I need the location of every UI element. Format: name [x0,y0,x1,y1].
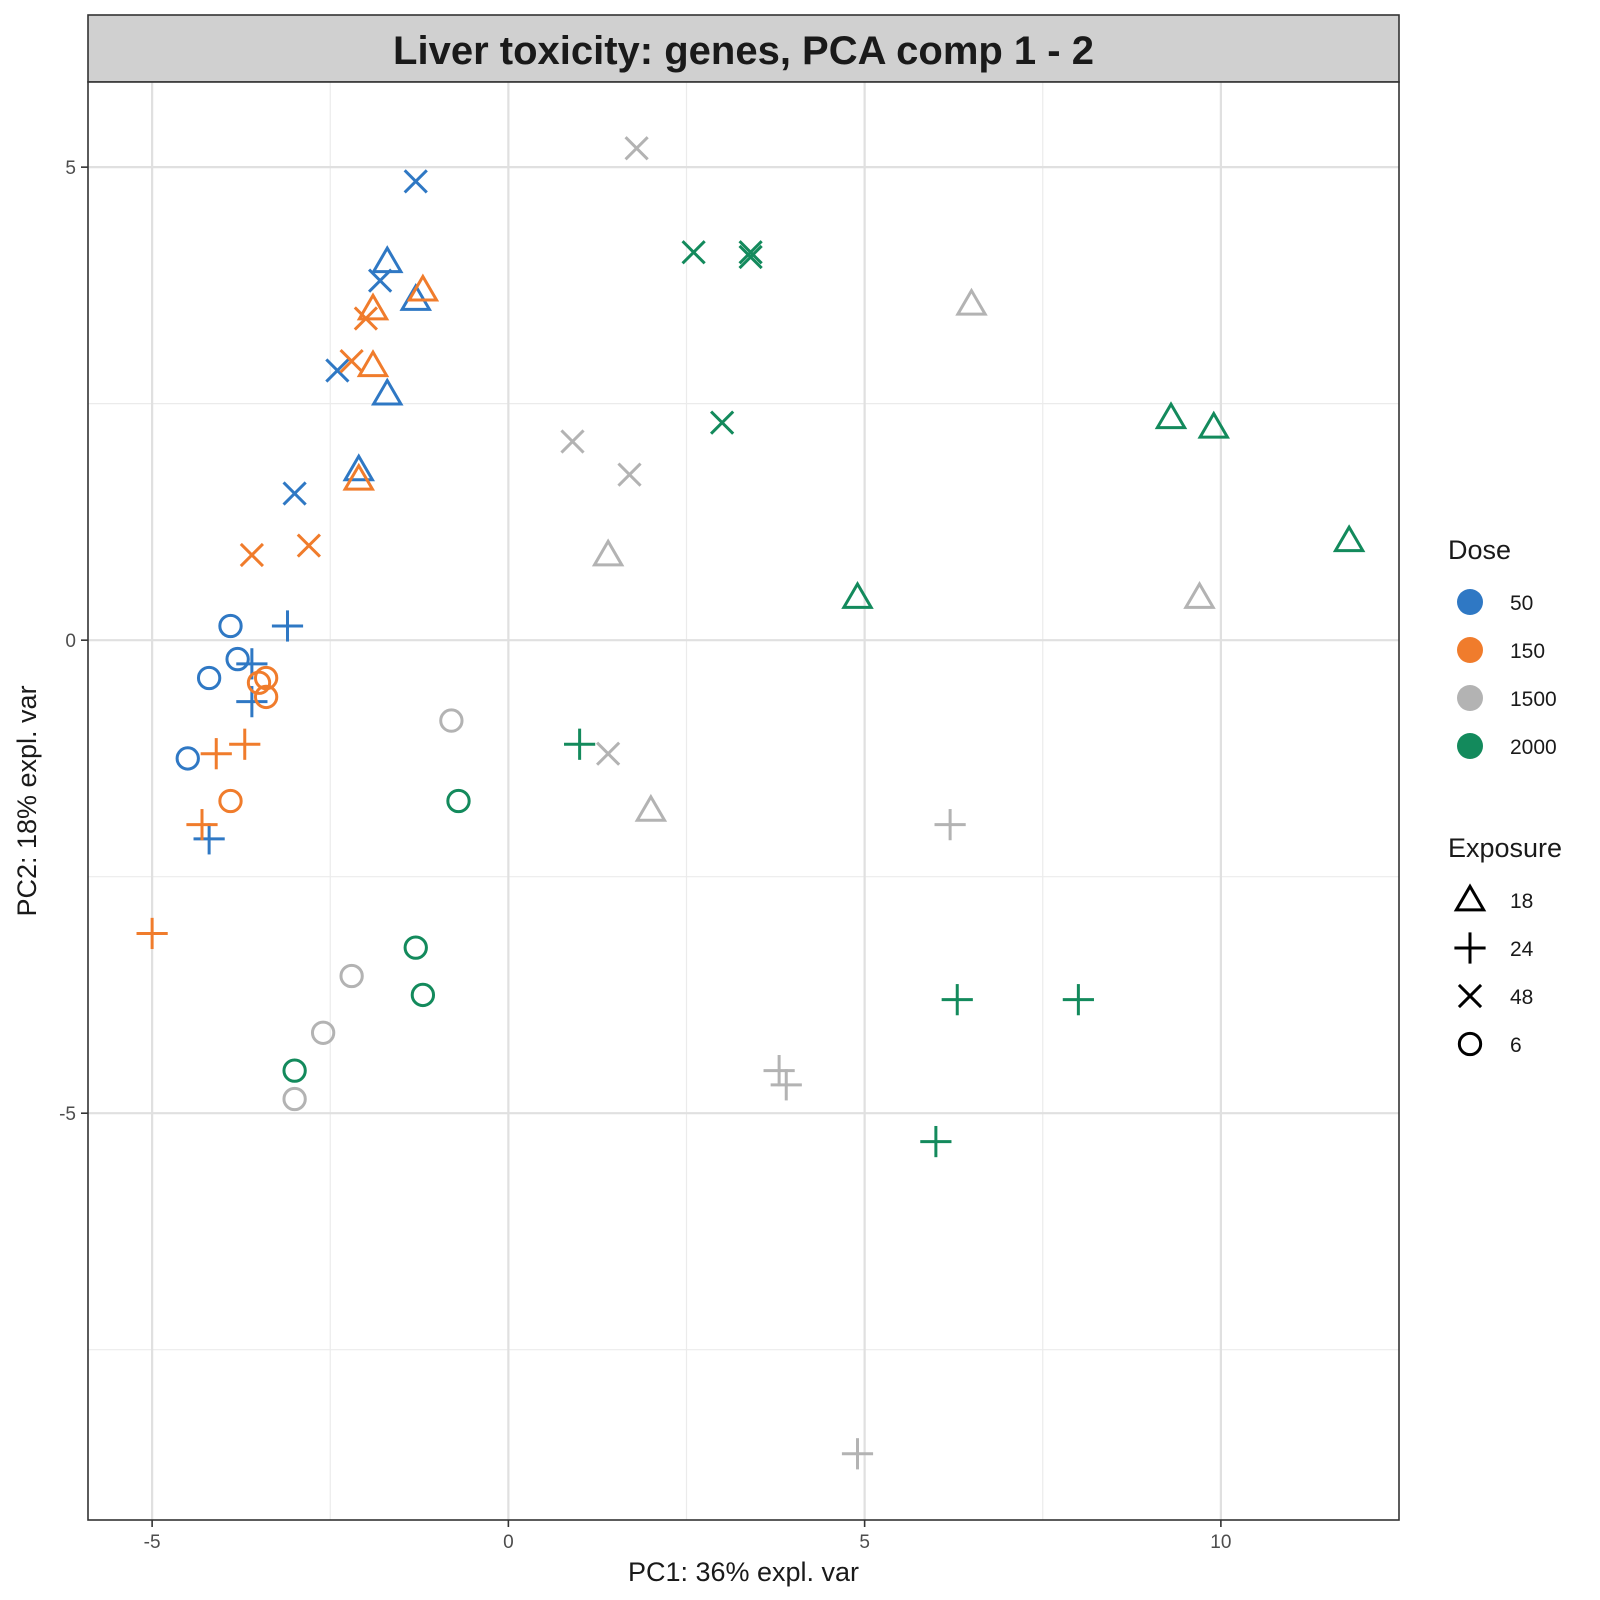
data-point-cross [296,533,321,558]
data-point-cross [560,429,585,454]
y-tick-label: 5 [65,158,76,179]
data-point-triangle [356,349,390,378]
data-point-cross [368,268,393,293]
exposure-legend-label: 48 [1510,986,1533,1009]
data-point-cross [624,136,649,161]
x-tick-label: -5 [144,1532,161,1553]
plot-panel [88,82,1399,1520]
data-point-circle [403,935,428,960]
y-axis: -5 0 5 [59,158,88,1125]
data-point-plus [193,823,225,855]
exposure-legend-label: 24 [1510,938,1534,961]
data-point-triangle [1183,580,1216,609]
data-point-circle [310,1020,336,1045]
data-point-plus [763,1055,795,1087]
dose-legend-label: 2000 [1510,736,1557,759]
exposure-legend-label: 6 [1510,1034,1522,1057]
data-point-circle [218,788,243,814]
data-point-cross [325,358,350,383]
y-tick-label: 0 [65,631,76,652]
x-axis: -5 0 5 10 [144,1520,1231,1553]
data-point-plus [941,984,973,1016]
data-point-cross [596,741,621,766]
data-point-circle [196,665,222,691]
data-point-cross [738,244,763,270]
data-point-triangle [955,287,988,316]
data-point-triangle [342,462,376,491]
data-point-cross [282,481,307,506]
major-gridlines [88,82,1399,1520]
dose-legend: Dose 50 150 1500 2000 [1448,535,1557,759]
dose-legend-key [1457,685,1483,711]
data-point-circle [225,646,250,672]
data-point-plus [841,1438,874,1470]
exposure-legend-label: 18 [1510,890,1533,913]
data-point-plus [136,917,168,950]
title-strip [87,14,1400,83]
dose-legend-label: 50 [1510,592,1533,615]
data-point-plus [1062,984,1094,1016]
data-point-triangle [1154,401,1188,430]
data-point-cross [353,306,378,331]
data-point-triangle [841,580,874,609]
data-point-plus [229,728,261,760]
data-point-triangle [591,538,625,567]
data-point-plus [271,610,304,642]
x-tick-label: 5 [859,1532,870,1553]
exposure-legend-key-circle [1457,1031,1483,1057]
data-point-triangle [634,793,668,822]
exposure-legend-title: Exposure [1448,833,1562,863]
data-point-circle [410,982,436,1008]
data-point-triangle [370,377,404,406]
x-axis-title: PC1: 36% expl. var [628,1557,859,1587]
data-point-circle [339,963,364,989]
data-point-cross [239,542,264,568]
data-point-circle [253,665,279,691]
x-tick-label: 10 [1210,1532,1231,1553]
data-points [136,136,1366,1470]
panel-border [87,81,1400,1521]
data-point-cross [738,240,763,265]
data-point-plus [186,809,218,841]
dose-legend-title: Dose [1448,535,1511,565]
data-point-circle [439,708,464,733]
data-point-triangle [1332,524,1366,553]
data-point-triangle [1197,410,1231,439]
data-point-plus [934,809,966,841]
data-point-circle [218,613,243,639]
data-point-plus [200,738,232,770]
y-axis-title: PC2: 18% expl. var [12,685,42,916]
x-tick-label: 0 [503,1532,514,1553]
dose-legend-label: 150 [1510,640,1545,663]
data-point-circle [446,788,471,814]
dose-legend-label: 1500 [1510,688,1557,711]
data-point-cross [617,462,642,487]
data-point-cross [339,348,364,374]
data-point-plus [564,728,596,760]
data-point-circle [253,684,279,710]
data-point-plus [920,1125,952,1158]
dose-legend-key [1457,637,1483,663]
exposure-legend-key-plus [1454,932,1486,964]
exposure-legend-key-triangle [1453,883,1487,912]
data-point-triangle [406,273,440,302]
dose-legend-key [1457,733,1483,759]
dose-legend-key [1457,589,1483,615]
data-point-triangle [356,292,390,321]
exposure-legend-key-cross [1457,983,1483,1009]
minor-gridlines [88,82,1399,1520]
data-point-cross [710,410,735,435]
data-point-cross [403,169,428,194]
chart-title: Liver toxicity: genes, PCA comp 1 - 2 [393,29,1094,73]
data-point-cross [681,240,706,265]
exposure-legend: Exposure 18 24 48 6 [1448,833,1562,1057]
data-point-circle [282,1058,307,1083]
y-tick-label: -5 [59,1104,76,1125]
data-point-plus [770,1069,802,1101]
data-point-circle [282,1086,307,1112]
data-point-triangle [342,453,376,482]
data-point-circle [175,746,200,771]
